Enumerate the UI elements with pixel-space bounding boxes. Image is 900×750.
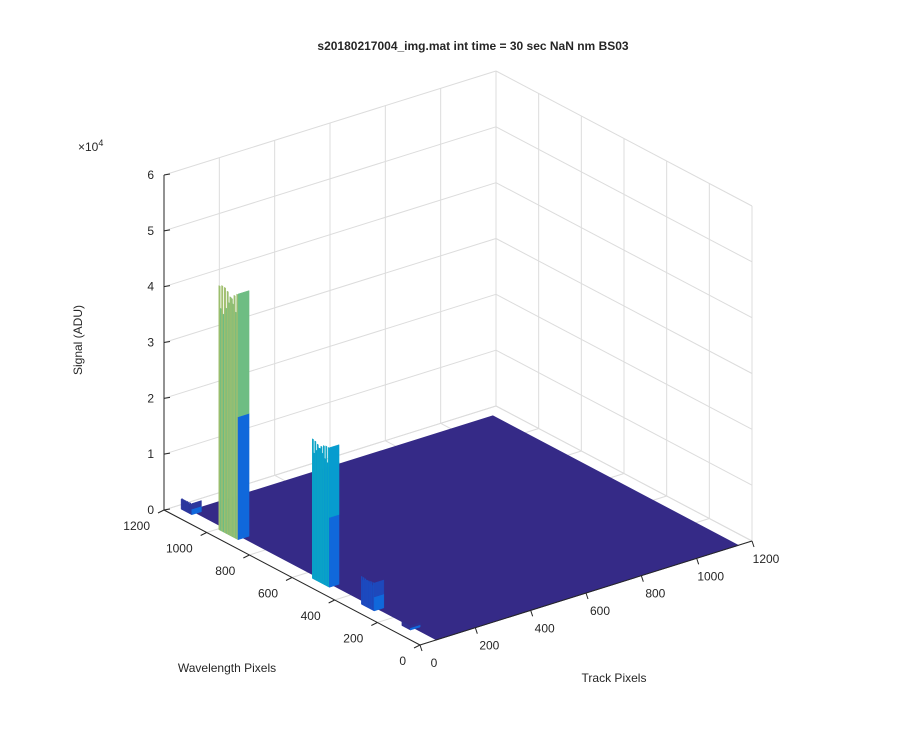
y-tick <box>243 554 250 559</box>
grid-line <box>495 182 753 319</box>
x-tick <box>751 540 755 548</box>
x-tick-label: 400 <box>535 621 555 635</box>
y-tick <box>328 599 335 604</box>
x-tick <box>585 592 589 600</box>
z-tick-label: 1 <box>147 447 154 461</box>
peak-face <box>323 445 325 586</box>
y-axis-label: Wavelength Pixels <box>178 661 276 675</box>
z-tick-label: 6 <box>147 168 154 182</box>
grid-line <box>495 126 753 263</box>
surface-peak <box>361 575 385 612</box>
surface-layer <box>180 285 740 641</box>
y-tick-label: 1000 <box>166 542 193 556</box>
grid-line <box>495 293 753 430</box>
y-tick <box>285 577 293 581</box>
grid-line <box>495 238 753 374</box>
peak-face <box>218 285 221 531</box>
peak-side <box>329 444 340 518</box>
x-tick <box>530 610 534 617</box>
z-tick-label: 0 <box>147 503 154 517</box>
peak-face <box>224 286 226 534</box>
z-tick <box>163 396 171 399</box>
z-exponent-base: ×10 <box>78 140 99 154</box>
y-tick <box>371 622 378 626</box>
x-tick-label: 1000 <box>697 569 724 583</box>
grid-line <box>163 126 497 232</box>
peak-side <box>410 622 421 629</box>
grid-line <box>495 70 753 207</box>
peak-side <box>191 500 202 510</box>
peak-face <box>320 445 323 584</box>
x-tick <box>419 644 423 652</box>
surface-peak <box>312 438 340 588</box>
z-tick <box>163 341 171 343</box>
y-tick-label: 400 <box>301 609 321 623</box>
z-tick-label: 3 <box>147 336 154 350</box>
tick-layer: 0200400600800100012000200400600800100012… <box>123 168 779 670</box>
peak-face <box>233 294 236 539</box>
z-exponent-label: ×104 <box>78 138 103 154</box>
z-exponent-power: 4 <box>98 138 103 148</box>
surface-floor <box>189 415 740 641</box>
surface-peak <box>401 620 421 631</box>
grid-line <box>495 349 753 486</box>
surface-peak <box>180 498 202 516</box>
peak-side <box>237 413 250 541</box>
peak-face <box>316 443 319 582</box>
x-tick-label: 800 <box>645 587 665 601</box>
z-tick <box>163 229 171 232</box>
z-tick-label: 5 <box>147 224 154 238</box>
peak-face <box>226 290 229 536</box>
peak-side <box>373 579 385 598</box>
z-tick <box>163 508 171 511</box>
peak-side <box>329 514 340 588</box>
y-tick <box>157 509 165 514</box>
peak-face <box>229 296 232 537</box>
grid-line <box>163 182 497 288</box>
y-tick-label: 1200 <box>123 519 150 533</box>
x-tick-label: 200 <box>479 639 499 653</box>
peak-face <box>312 438 314 580</box>
peak-face <box>325 445 328 587</box>
x-axis-label: Track Pixels <box>582 671 647 685</box>
x-tick <box>696 558 700 565</box>
peak-side <box>237 290 250 418</box>
chart-title: s20180217004_img.mat int time = 30 sec N… <box>317 39 629 53</box>
z-tick-label: 4 <box>147 280 154 294</box>
x-tick-label: 1200 <box>753 552 780 566</box>
x-tick-label: 0 <box>431 656 438 670</box>
z-axis-label: Signal (ADU) <box>71 305 85 375</box>
z-tick <box>163 285 171 288</box>
y-tick-label: 0 <box>399 654 406 668</box>
y-tick-label: 600 <box>258 587 278 601</box>
y-tick-label: 200 <box>343 632 363 646</box>
z-tick-label: 2 <box>147 391 154 405</box>
surface-peak <box>218 285 250 541</box>
peak-face <box>221 285 224 533</box>
peak-face <box>314 440 317 581</box>
x-tick <box>474 627 478 634</box>
z-tick <box>163 452 171 455</box>
y-tick <box>413 644 421 649</box>
y-tick <box>200 532 207 536</box>
x-tick-label: 600 <box>590 604 610 618</box>
z-tick <box>163 173 171 176</box>
grid-line <box>163 70 497 176</box>
x-tick <box>640 575 644 582</box>
y-tick-label: 800 <box>215 564 235 578</box>
peak-face <box>230 297 233 538</box>
